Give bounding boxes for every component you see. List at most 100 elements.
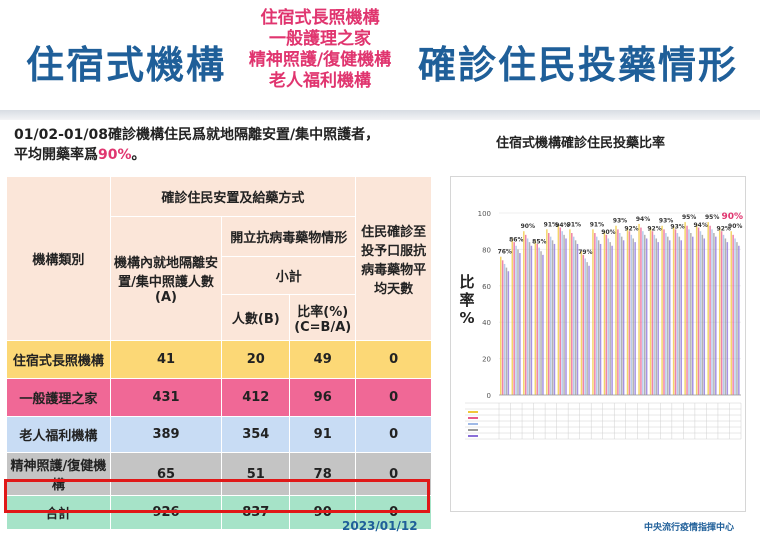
table-row: 住宿式長照機構 41 20 49 0 — [6, 340, 432, 379]
intro-line-1: 01/02-01/08確診機構住民爲就地隔離安置/集中照護者， — [14, 127, 380, 143]
chart-bar — [620, 236, 623, 395]
row-c: 49 — [289, 340, 357, 379]
chart-bar — [517, 249, 519, 395]
chart-bar — [630, 234, 633, 395]
chart-bar — [684, 222, 686, 395]
y-tick-label: 80 — [482, 246, 491, 254]
chart-bar — [588, 265, 590, 395]
chart-bar — [597, 240, 600, 395]
chart-title: 住宿式機構確診住民投藥比率 — [496, 136, 666, 151]
chart-bar — [665, 233, 667, 395]
row-days: 0 — [355, 340, 432, 379]
chart-bar — [515, 245, 517, 395]
intro-suffix: 。 — [131, 147, 146, 163]
facility-type-psych: 精神照護/復健機構 — [248, 50, 392, 70]
data-label: 94% — [636, 216, 650, 223]
chart-bar — [574, 240, 577, 395]
data-label: 93% — [613, 218, 627, 225]
chart-bar — [561, 231, 563, 395]
data-label: 76% — [498, 249, 512, 256]
chart-bar — [726, 242, 729, 395]
chart-bar — [619, 233, 621, 395]
row-name: 老人福利機構 — [6, 416, 111, 453]
chart-bar — [611, 245, 613, 395]
header-group: 確診住民安置及給藥方式 — [109, 176, 357, 217]
chart-bar — [722, 234, 725, 395]
chart-bar — [632, 238, 634, 395]
facility-type-nursing: 一般護理之家 — [269, 29, 371, 49]
chart-bar — [607, 238, 610, 395]
chart-bar — [668, 240, 671, 395]
chart-bar — [653, 234, 656, 395]
table-row: 老人福利機構 389 354 91 0 — [6, 416, 432, 453]
header-antiviral: 開立抗病毒藥物情形 — [221, 216, 357, 257]
chart-bar — [651, 231, 654, 395]
chart-bar — [526, 238, 529, 395]
chart-bar — [549, 236, 552, 395]
chart-bar — [569, 229, 571, 395]
chart-bar — [505, 267, 508, 395]
chart-bar — [519, 253, 521, 395]
facility-type-ltc: 住宿式長照機構 — [260, 8, 380, 28]
row-a: 65 — [109, 452, 223, 496]
intro-rate: 90% — [98, 147, 132, 163]
chart-bar — [580, 251, 583, 395]
row-b: 51 — [221, 452, 291, 496]
header-days: 住民確診至投予口服抗病毒藥物平均天數 — [355, 176, 432, 341]
row-name: 一般護理之家 — [6, 378, 111, 417]
header-col-c: 比率(%)(C=B/A) — [289, 294, 357, 341]
chart-bar — [715, 236, 717, 395]
chart-bar — [528, 242, 531, 395]
chart-bar — [559, 227, 562, 395]
chart-bar — [676, 233, 679, 395]
chart-bar — [542, 254, 544, 395]
report-date: 2023/01/12 — [342, 519, 418, 533]
header-col-a: 機構內就地隔離安置/集中照護人數(A) — [109, 216, 223, 341]
chart-bar — [663, 229, 665, 395]
chart-bar — [732, 234, 734, 395]
row-a: 926 — [109, 495, 223, 530]
y-tick-label: 60 — [482, 283, 491, 291]
chart-bar — [586, 262, 588, 395]
header-divider — [0, 110, 760, 120]
row-c: 91 — [289, 416, 357, 453]
data-label: 94% — [555, 222, 569, 229]
chart-bar — [524, 234, 527, 395]
chart-bar — [609, 242, 611, 395]
data-label: 93% — [659, 218, 673, 225]
chart-bar — [500, 256, 502, 395]
chart-bar — [511, 238, 514, 395]
chart-bar — [674, 229, 677, 395]
row-b: 837 — [221, 495, 291, 530]
chart-bar — [617, 229, 619, 395]
chart-bar — [688, 229, 690, 395]
data-label: 92% — [647, 226, 661, 233]
data-label: 93% — [670, 224, 684, 231]
chart-bar — [707, 222, 709, 395]
chart-bar — [667, 236, 669, 395]
chart-bar — [503, 263, 506, 395]
row-name: 住宿式長照機構 — [6, 340, 111, 379]
chart-bar — [584, 258, 586, 395]
chart-bar — [713, 233, 715, 395]
intro-line-2: 平均開藥率爲90%。 — [14, 145, 379, 165]
y-axis-label: 率 — [459, 291, 474, 309]
row-a: 389 — [109, 416, 223, 453]
chart-bar — [638, 223, 640, 395]
chart-bar — [692, 236, 694, 395]
medication-rate-chart: 020406080100比率%76%86%90%85%91%94%91%79%9… — [459, 210, 743, 440]
row-name: 合計 — [6, 495, 111, 530]
chart-bar — [655, 238, 658, 395]
row-days: 0 — [355, 416, 432, 453]
chart-bar — [720, 231, 723, 395]
chart-bar — [599, 243, 602, 395]
data-label: 94% — [693, 222, 707, 229]
y-tick-label: 0 — [487, 392, 491, 400]
chart-frame: 0 20 40 60 80 100 比率% 76% 86% 90% 85% 91% 94% 91% 79% 9… — [450, 176, 746, 512]
data-label: 91% — [590, 221, 604, 228]
chart-bar — [534, 240, 537, 395]
row-c: 78 — [289, 452, 357, 496]
data-label: 90% — [728, 223, 742, 230]
chart-bar — [546, 229, 548, 395]
chart-bar — [645, 238, 648, 395]
